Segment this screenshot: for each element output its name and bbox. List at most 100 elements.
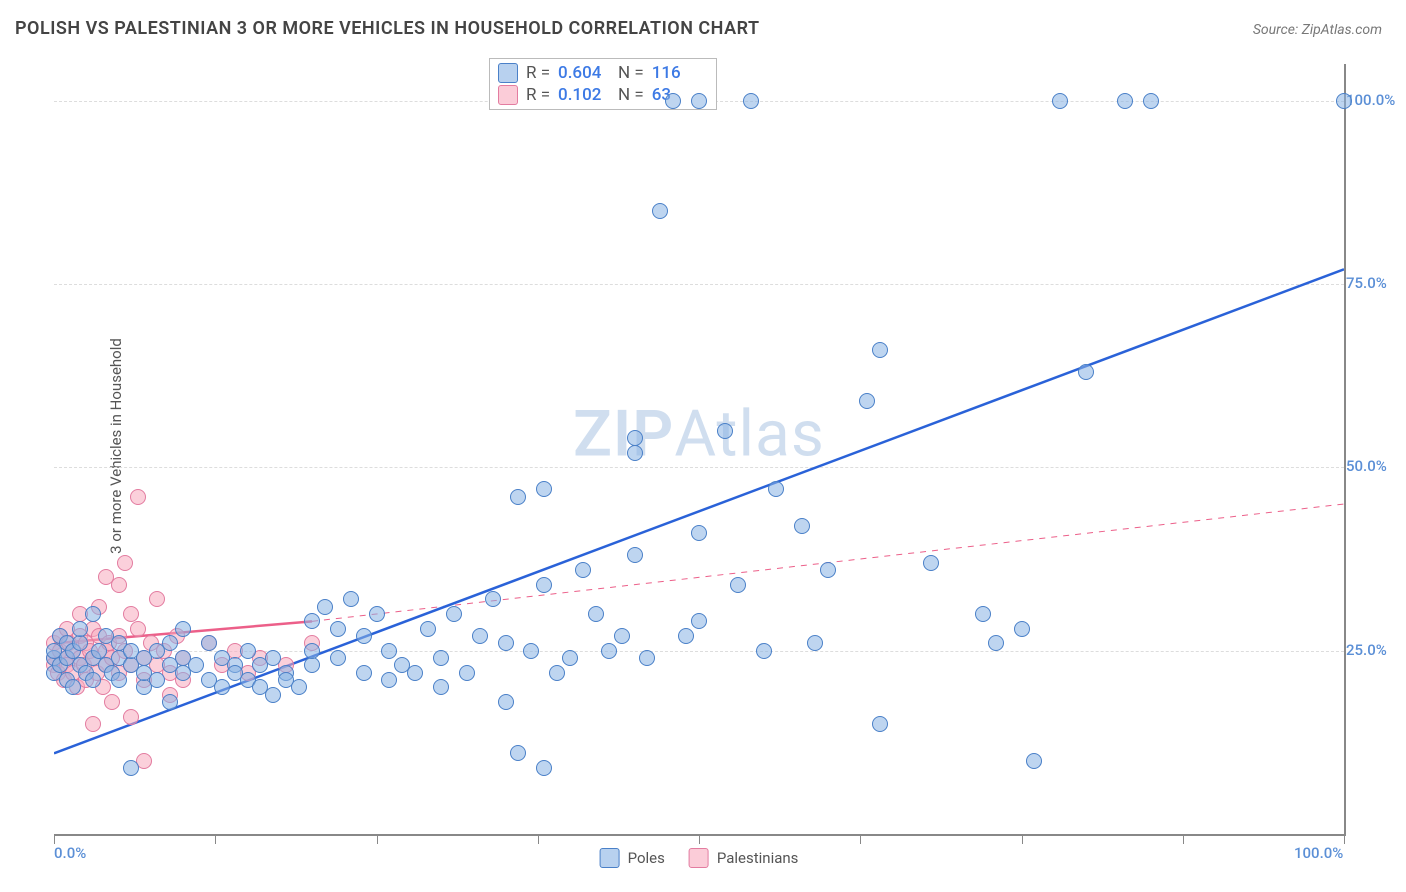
scatter-point — [768, 481, 784, 497]
swatch-poles-icon — [600, 848, 620, 868]
scatter-point — [330, 621, 346, 637]
scatter-point — [1117, 93, 1133, 109]
scatter-point — [523, 643, 539, 659]
scatter-point — [639, 650, 655, 666]
x-tick-label: 100.0% — [1294, 844, 1343, 862]
scatter-point — [652, 203, 668, 219]
scatter-point — [1143, 93, 1159, 109]
scatter-point — [130, 489, 146, 505]
x-tick-mark — [538, 834, 539, 844]
scatter-point — [304, 613, 320, 629]
scatter-point — [381, 672, 397, 688]
scatter-point — [575, 562, 591, 578]
plot-area: ZIPAtlas R = 0.604 N = 116 R = 0.102 N =… — [54, 64, 1346, 836]
scatter-point — [472, 628, 488, 644]
swatch-palestinians-icon — [498, 85, 518, 105]
scatter-point — [859, 393, 875, 409]
scatter-point — [201, 635, 217, 651]
watermark-bold: ZIP — [573, 396, 674, 471]
scatter-point — [510, 745, 526, 761]
scatter-point — [85, 672, 101, 688]
x-tick-mark — [1344, 834, 1345, 844]
scatter-point — [72, 621, 88, 637]
scatter-point — [356, 665, 372, 681]
scatter-point — [975, 606, 991, 622]
scatter-point — [1026, 753, 1042, 769]
scatter-point — [549, 665, 565, 681]
scatter-point — [691, 93, 707, 109]
x-tick-mark — [377, 834, 378, 844]
watermark: ZIPAtlas — [573, 396, 825, 471]
scatter-point — [446, 606, 462, 622]
scatter-point — [691, 613, 707, 629]
scatter-point — [807, 635, 823, 651]
scatter-point — [111, 672, 127, 688]
x-tick-mark — [860, 834, 861, 844]
scatter-point — [188, 657, 204, 673]
scatter-point — [536, 760, 552, 776]
x-tick-mark — [54, 834, 55, 844]
scatter-point — [1078, 364, 1094, 380]
scatter-point — [1336, 93, 1352, 109]
scatter-point — [304, 657, 320, 673]
scatter-point — [678, 628, 694, 644]
scatter-point — [265, 650, 281, 666]
scatter-point — [175, 621, 191, 637]
chart-container: POLISH VS PALESTINIAN 3 OR MORE VEHICLES… — [0, 0, 1406, 892]
scatter-point — [730, 577, 746, 593]
scatter-point — [562, 650, 578, 666]
y-tick-label: 50.0% — [1346, 457, 1406, 475]
y-tick-label: 25.0% — [1346, 641, 1406, 659]
scatter-point — [214, 679, 230, 695]
scatter-point — [923, 555, 939, 571]
scatter-point — [988, 635, 1004, 651]
legend-row-poles: R = 0.604 N = 116 — [498, 63, 704, 83]
scatter-point — [588, 606, 604, 622]
source-attribution: Source: ZipAtlas.com — [1253, 22, 1382, 38]
watermark-rest: Atlas — [674, 396, 825, 471]
y-tick-label: 100.0% — [1346, 91, 1406, 109]
scatter-point — [65, 679, 81, 695]
scatter-point — [498, 694, 514, 710]
legend-label-poles: Poles — [628, 849, 665, 867]
n-label: N = — [618, 63, 644, 83]
scatter-point — [1052, 93, 1068, 109]
r-value-palestinians: 0.102 — [558, 85, 610, 105]
scatter-point — [111, 577, 127, 593]
n-value-poles: 116 — [652, 63, 704, 83]
scatter-point — [130, 621, 146, 637]
scatter-point — [317, 599, 333, 615]
scatter-point — [820, 562, 836, 578]
legend-stats-box: R = 0.604 N = 116 R = 0.102 N = 63 — [489, 58, 717, 110]
scatter-point — [691, 525, 707, 541]
scatter-point — [117, 555, 133, 571]
scatter-point — [343, 591, 359, 607]
scatter-point — [756, 643, 772, 659]
scatter-point — [356, 628, 372, 644]
scatter-point — [123, 606, 139, 622]
bottom-legend-poles: Poles — [600, 848, 665, 868]
gridline — [54, 467, 1344, 468]
bottom-legend-palestinians: Palestinians — [689, 848, 799, 868]
r-value-poles: 0.604 — [558, 63, 610, 83]
scatter-point — [872, 342, 888, 358]
scatter-point — [330, 650, 346, 666]
scatter-point — [872, 716, 888, 732]
chart-title: POLISH VS PALESTINIAN 3 OR MORE VEHICLES… — [15, 18, 760, 39]
scatter-point — [1014, 621, 1030, 637]
gridline — [54, 284, 1344, 285]
trend-lines-svg — [54, 64, 1344, 834]
scatter-point — [149, 591, 165, 607]
r-label: R = — [526, 63, 550, 83]
scatter-point — [498, 635, 514, 651]
scatter-point — [240, 643, 256, 659]
scatter-point — [265, 687, 281, 703]
bottom-legend: Poles Palestinians — [600, 848, 799, 868]
scatter-point — [433, 679, 449, 695]
scatter-point — [123, 709, 139, 725]
scatter-point — [104, 694, 120, 710]
scatter-point — [123, 760, 139, 776]
scatter-point — [291, 679, 307, 695]
scatter-point — [627, 445, 643, 461]
scatter-point — [304, 643, 320, 659]
